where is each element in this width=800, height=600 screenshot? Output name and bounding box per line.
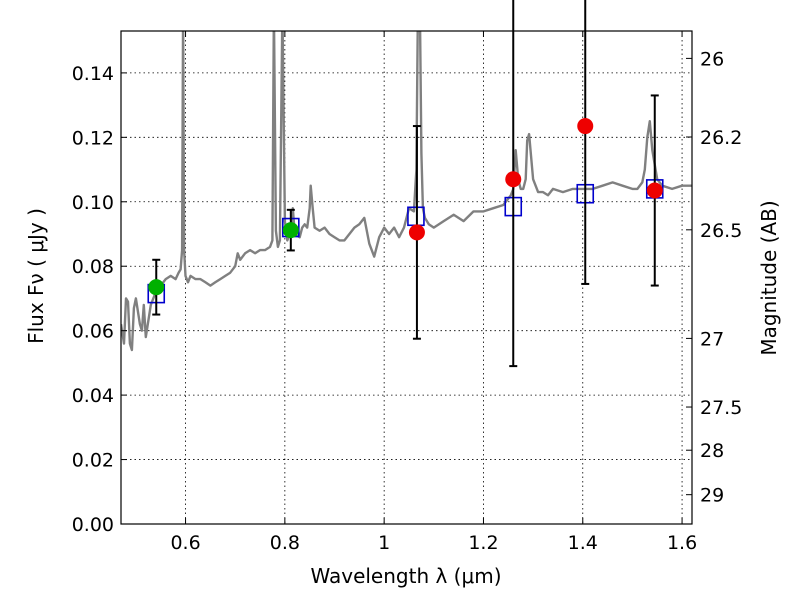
y-tick-label: 0.04 xyxy=(72,385,114,407)
plot-frame xyxy=(120,30,693,525)
y-tick-label: 0.14 xyxy=(72,63,114,85)
right-tick-label: 26 xyxy=(700,48,724,70)
y-axis-label: Flux Fν ( μJy ) xyxy=(24,208,48,344)
right-tick-label: 29 xyxy=(700,485,724,507)
grid xyxy=(121,31,692,525)
y-tick-label: 0.10 xyxy=(72,192,114,214)
photometry-layer xyxy=(147,0,664,368)
detection-point xyxy=(148,279,165,296)
right-tick-label: 27 xyxy=(700,328,724,350)
tick-layer: 0.6 0.8 1 1.2 1.4 1.6 0.00 0.02 0.04 0.06 0.08 0.10… xyxy=(72,31,742,554)
x-axis-label: Wavelength λ (μm) xyxy=(310,564,501,588)
lowsn-point xyxy=(505,171,522,188)
right-tick-label: 27.5 xyxy=(700,397,742,419)
right-tick-label: 26.5 xyxy=(700,220,742,242)
y-tick-label: 0.06 xyxy=(72,321,114,343)
lowsn-point xyxy=(408,224,425,241)
spectrum-line xyxy=(121,31,692,352)
lowsn-point xyxy=(646,182,663,199)
detection-point xyxy=(282,222,299,239)
x-tick-label: 0.8 xyxy=(270,532,300,554)
x-tick-label: 1.2 xyxy=(468,532,498,554)
spectrum-layer xyxy=(121,31,692,352)
x-tick-label: 0.6 xyxy=(170,532,200,554)
lowsn-errorbar xyxy=(581,0,590,285)
right-axis-label: Magnitude (AB) xyxy=(757,200,781,355)
right-tick-label: 26.2 xyxy=(700,127,742,149)
x-tick-label: 1 xyxy=(378,532,390,554)
x-tick-label: 1.4 xyxy=(568,532,598,554)
lowsn-point xyxy=(577,118,594,135)
y-tick-label: 0.00 xyxy=(72,514,114,536)
y-tick-label: 0.02 xyxy=(72,450,114,472)
x-tick-label: 1.6 xyxy=(667,532,697,554)
right-tick-label: 28 xyxy=(700,440,724,462)
y-tick-label: 0.08 xyxy=(72,256,114,278)
y-tick-label: 0.12 xyxy=(72,127,114,149)
